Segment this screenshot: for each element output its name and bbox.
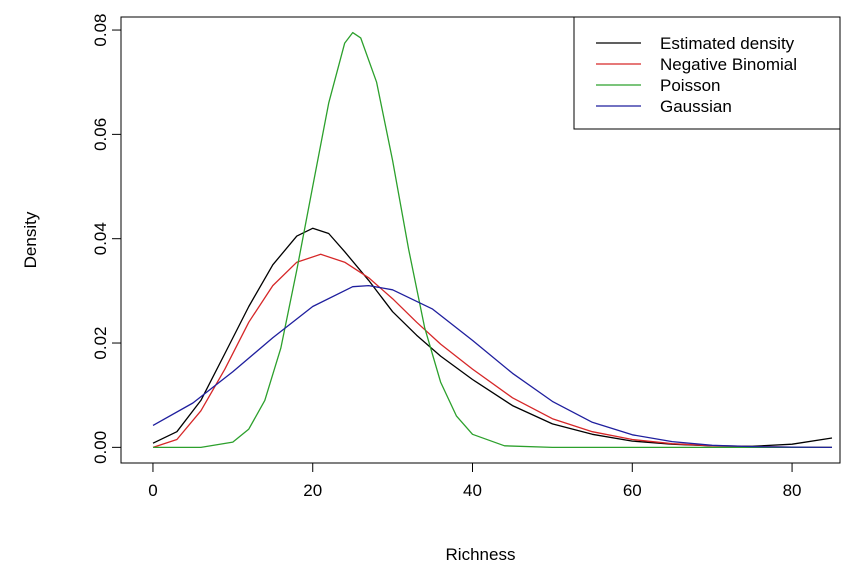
x-tick-label: 20 (303, 481, 322, 500)
legend: Estimated density Negative Binomial Poisso… (573, 16, 841, 130)
legend-label: Negative Binomial (660, 55, 797, 74)
series-line-3 (152, 284, 833, 449)
x-tick-label: 0 (148, 481, 157, 500)
y-tick-label: 0.00 (91, 431, 110, 464)
y-axis: 0.00 0.02 0.04 0.06 0.08 (91, 13, 122, 464)
y-tick-label: 0.04 (91, 222, 110, 255)
x-tick-label: 60 (623, 481, 642, 500)
x-axis-label: Richness (446, 545, 516, 564)
series-line-1 (152, 253, 833, 449)
x-tick-label: 80 (783, 481, 802, 500)
series-line-2 (153, 31, 832, 449)
legend-label: Estimated density (660, 34, 795, 53)
legend-label: Poisson (660, 76, 720, 95)
x-axis: 0 20 40 60 80 (148, 462, 802, 500)
legend-label: Gaussian (660, 97, 732, 116)
x-tick-label: 40 (463, 481, 482, 500)
series-line-0 (152, 227, 833, 447)
series-layer (152, 31, 833, 449)
y-tick-label: 0.02 (91, 326, 110, 359)
y-axis-label: Density (21, 211, 40, 268)
legend-box (573, 16, 841, 130)
y-tick-label: 0.08 (91, 13, 110, 46)
y-tick-label: 0.06 (91, 118, 110, 151)
